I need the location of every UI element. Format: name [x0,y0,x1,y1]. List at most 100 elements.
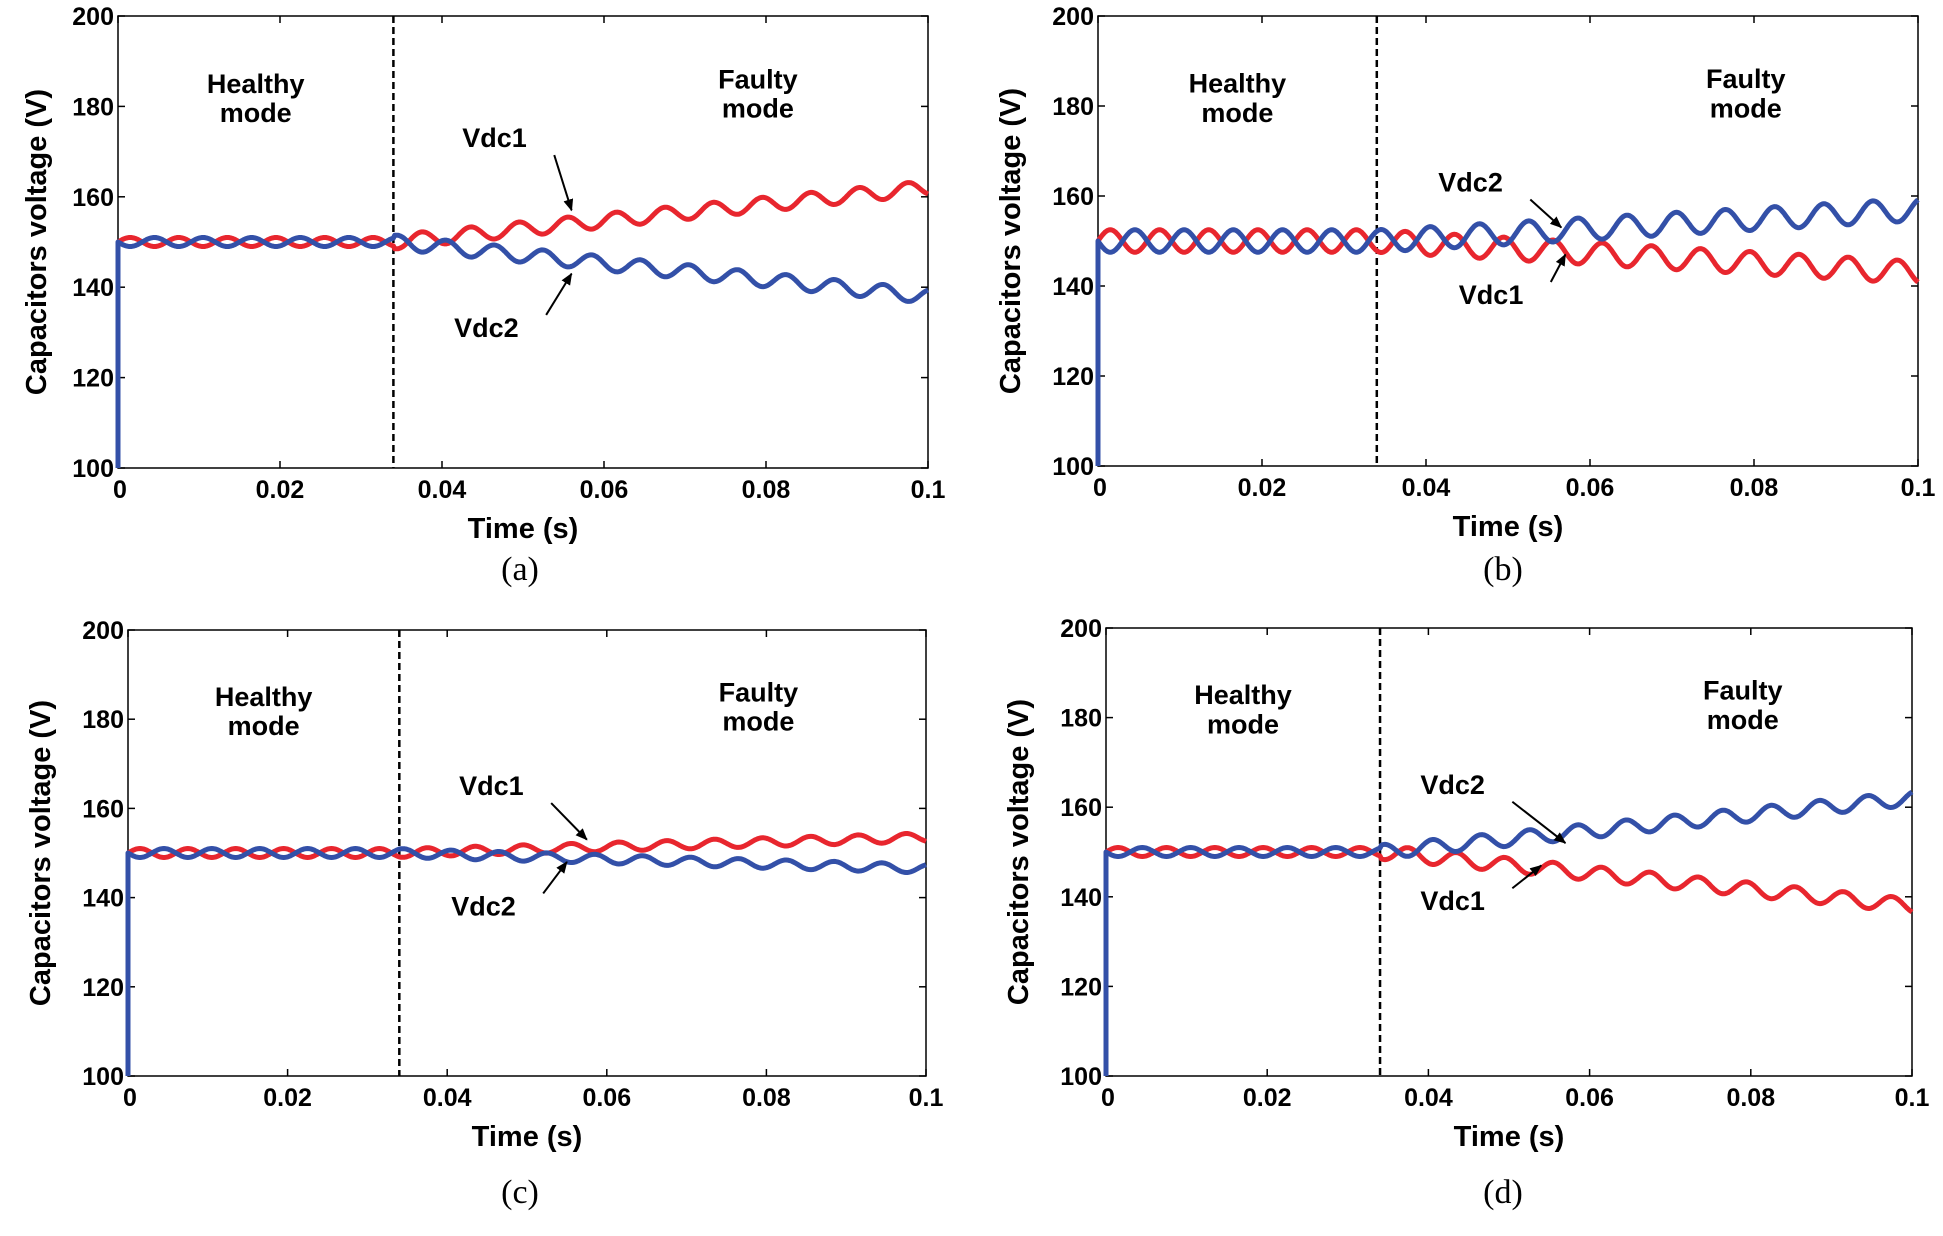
x-tick-label: 0.02 [263,1084,312,1112]
y-tick-label: 200 [72,3,114,31]
x-tick-label: 0.04 [1404,1084,1453,1112]
series-annotation-label: Vdc1 [462,123,527,153]
annotation-arrow [550,802,588,841]
healthy-mode-label: Healthy [215,682,313,712]
x-tick-label: 0.1 [909,1084,944,1112]
x-tick-label: 0.1 [911,476,946,504]
x-tick-label: 0.02 [1243,1084,1292,1112]
annotation-arrow [542,861,568,895]
y-axis-label: Capacitors voltage (V) [25,700,57,1006]
y-tick-label: 180 [1052,93,1094,121]
series-line-vdc2 [115,232,930,468]
series-annotation-label: Vdc1 [1459,280,1524,310]
y-tick-label: 100 [82,1063,124,1091]
y-axis-label: Capacitors voltage (V) [995,88,1027,394]
series-annotation-label: Vdc1 [1420,886,1485,916]
panel-caption: (b) [1483,551,1523,588]
chart-panel-b: 0 0.02 0.04 0.06 0.08 0.1 100 120 140 160 180 200 Ti… [995,3,1935,588]
faulty-mode-label: Faulty [719,677,799,707]
x-axis-label: Time (s) [1454,1121,1565,1153]
healthy-mode-label-line2: mode [220,98,292,128]
x-tick-label: 0.06 [582,1084,631,1112]
x-tick-label: 0.06 [580,476,629,504]
panel-caption: (d) [1483,1174,1523,1211]
y-tick-label: 120 [72,365,114,393]
series-annotation-label: Vdc1 [459,771,524,801]
y-tick-label: 140 [72,274,114,302]
series-annotation-label: Vdc2 [451,891,516,921]
y-tick-label: 200 [1052,3,1094,31]
x-axis-label: Time (s) [468,513,579,545]
series-line-vdc2 [125,846,928,1076]
x-tick-label: 0.04 [423,1084,472,1112]
x-axis-label: Time (s) [1453,511,1564,543]
series-line-vdc1 [1104,845,1914,915]
x-tick-label: 0.08 [1730,474,1779,502]
annotation-arrow [545,272,573,316]
x-tick-label: 0.06 [1565,1084,1614,1112]
annotation-arrow [1511,864,1543,890]
y-tick-label: 160 [82,795,124,823]
x-tick-label: 0.04 [418,476,467,504]
panel-caption: (c) [501,1174,539,1211]
healthy-mode-label-line2: mode [228,711,300,741]
y-tick-label: 200 [1060,615,1102,643]
faulty-mode-label-line2: mode [722,94,794,124]
faulty-mode-label: Faulty [718,64,798,94]
x-tick-label: 0 [1101,1084,1115,1112]
series-annotation-label: Vdc2 [1420,770,1485,800]
x-tick-label: 0 [113,476,127,504]
x-tick-label: 0.02 [1238,474,1287,502]
series-line-vdc2 [1103,789,1914,1076]
y-tick-label: 200 [82,617,124,645]
x-tick-label: 0 [123,1084,137,1112]
series-line-vdc1 [126,831,928,860]
y-tick-label: 100 [72,455,114,483]
panel-caption: (a) [501,551,539,588]
faulty-mode-label: Faulty [1703,676,1783,706]
plot-area [1105,627,1913,1077]
y-tick-label: 180 [82,706,124,734]
healthy-mode-label-line2: mode [1207,709,1279,739]
x-tick-label: 0.02 [256,476,305,504]
x-tick-label: 0.1 [1901,474,1936,502]
x-tick-label: 0.06 [1566,474,1615,502]
x-tick-label: 0.04 [1402,474,1451,502]
faulty-mode-label-line2: mode [1710,93,1782,123]
series-line-vdc2 [1095,197,1920,466]
plot-area [117,15,929,469]
faulty-mode-label: Faulty [1706,64,1786,94]
healthy-mode-label: Healthy [1189,69,1287,99]
faulty-mode-label-line2: mode [722,706,794,736]
y-tick-label: 140 [82,885,124,913]
y-axis-label: Capacitors voltage (V) [21,89,53,395]
y-tick-label: 100 [1060,1063,1102,1091]
annotation-arrow [553,154,574,212]
plot-area [127,629,927,1077]
y-tick-label: 180 [1060,705,1102,733]
x-tick-label: 0.08 [742,476,791,504]
x-tick-label: 0.08 [742,1084,791,1112]
y-tick-label: 120 [82,974,124,1002]
series-line-vdc1 [116,180,930,252]
healthy-mode-label: Healthy [1194,680,1292,710]
annotation-arrow [1549,253,1567,283]
annotation-arrow [1511,800,1567,844]
y-tick-label: 140 [1060,884,1102,912]
y-tick-label: 100 [1052,453,1094,481]
x-axis-label: Time (s) [472,1121,583,1153]
y-tick-label: 120 [1052,363,1094,391]
series-annotation-label: Vdc2 [1438,168,1503,198]
y-axis-label: Capacitors voltage (V) [1003,699,1035,1005]
y-tick-label: 180 [72,93,114,121]
x-tick-label: 0 [1093,474,1107,502]
y-tick-label: 160 [72,184,114,212]
x-tick-label: 0.1 [1895,1084,1930,1112]
annotation-arrow [1529,198,1563,229]
y-tick-label: 160 [1060,794,1102,822]
y-tick-label: 160 [1052,183,1094,211]
chart-panel-d: 0 0.02 0.04 0.06 0.08 0.1 100 120 140 160 180 200 Ti… [1003,615,1929,1211]
chart-panel-c: 0 0.02 0.04 0.06 0.08 0.1 100 120 140 160 180 200 Ti… [25,617,943,1211]
healthy-mode-label-line2: mode [1201,98,1273,128]
